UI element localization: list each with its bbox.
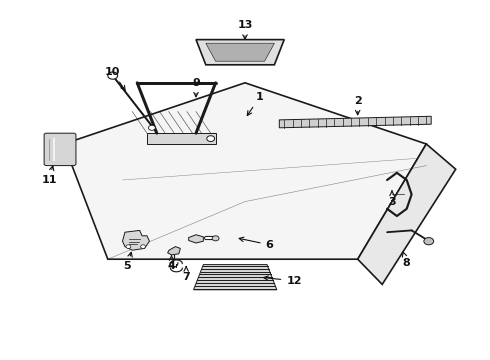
FancyBboxPatch shape bbox=[44, 133, 76, 166]
Text: 12: 12 bbox=[264, 276, 302, 286]
Circle shape bbox=[148, 125, 155, 130]
Polygon shape bbox=[189, 235, 203, 243]
Circle shape bbox=[126, 245, 131, 248]
Polygon shape bbox=[64, 83, 426, 259]
Circle shape bbox=[424, 238, 434, 245]
Text: 1: 1 bbox=[247, 92, 264, 116]
Text: 9: 9 bbox=[192, 78, 200, 97]
Polygon shape bbox=[279, 116, 431, 128]
Text: 11: 11 bbox=[41, 166, 57, 185]
Text: 8: 8 bbox=[402, 252, 411, 268]
Circle shape bbox=[141, 245, 146, 248]
Polygon shape bbox=[168, 247, 180, 255]
Circle shape bbox=[108, 72, 118, 79]
Text: 6: 6 bbox=[239, 237, 273, 250]
Text: 7: 7 bbox=[182, 266, 190, 282]
Text: 2: 2 bbox=[354, 96, 362, 115]
Text: 10: 10 bbox=[105, 67, 125, 90]
Text: 13: 13 bbox=[237, 20, 253, 39]
Polygon shape bbox=[206, 43, 274, 61]
Polygon shape bbox=[122, 230, 149, 250]
Polygon shape bbox=[194, 265, 277, 290]
Polygon shape bbox=[147, 133, 216, 144]
Text: 5: 5 bbox=[123, 252, 132, 271]
Circle shape bbox=[207, 136, 215, 141]
Polygon shape bbox=[196, 40, 284, 65]
Circle shape bbox=[212, 236, 219, 241]
Text: 3: 3 bbox=[388, 191, 396, 207]
Polygon shape bbox=[358, 144, 456, 284]
Text: 4: 4 bbox=[168, 256, 175, 271]
